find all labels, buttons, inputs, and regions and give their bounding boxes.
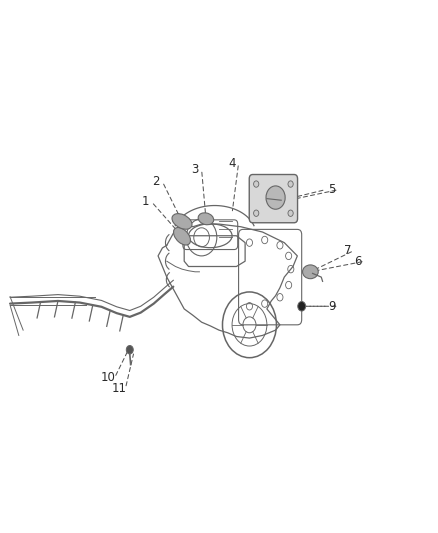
- Circle shape: [266, 186, 285, 209]
- FancyBboxPatch shape: [249, 174, 297, 223]
- Circle shape: [288, 210, 293, 216]
- Text: 6: 6: [354, 255, 362, 268]
- Text: 7: 7: [344, 244, 351, 257]
- Circle shape: [288, 181, 293, 187]
- Text: 3: 3: [191, 163, 199, 176]
- Text: 1: 1: [141, 195, 149, 208]
- Ellipse shape: [173, 228, 191, 245]
- Text: 2: 2: [152, 175, 159, 188]
- Text: 4: 4: [228, 157, 236, 169]
- Ellipse shape: [172, 214, 192, 229]
- Text: 9: 9: [328, 300, 336, 313]
- Text: 10: 10: [101, 372, 116, 384]
- Circle shape: [254, 210, 259, 216]
- Ellipse shape: [198, 213, 214, 225]
- Text: 5: 5: [328, 183, 336, 196]
- Circle shape: [298, 302, 306, 311]
- Circle shape: [254, 181, 259, 187]
- Text: 11: 11: [111, 382, 127, 395]
- Ellipse shape: [303, 265, 318, 279]
- Circle shape: [126, 345, 133, 354]
